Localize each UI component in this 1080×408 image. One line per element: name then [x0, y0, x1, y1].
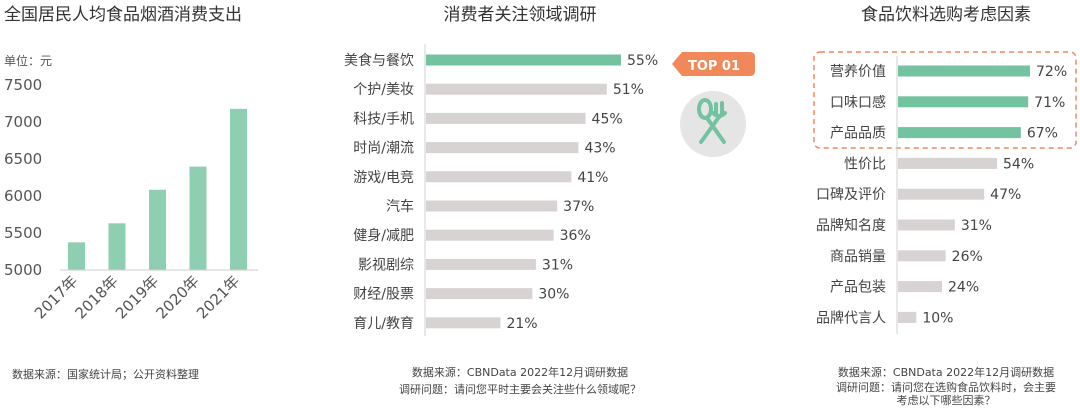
interest-value-label: 31% [542, 257, 573, 273]
expenditure-y-tick: 6000 [4, 187, 42, 205]
factor-category-label: 产品品质 [830, 126, 886, 142]
expenditure-unit-label: 单位：元 [4, 53, 52, 68]
interest-bar [426, 317, 501, 329]
factors-question-line2: 考虑以下哪些因素？ [897, 393, 996, 407]
factor-category-label: 产品包装 [830, 280, 886, 296]
interest-bar [426, 229, 554, 241]
factor-value-label: 67% [1027, 126, 1058, 142]
factor-value-label: 31% [961, 218, 992, 234]
factor-bar [898, 96, 1029, 108]
expenditure-x-tick: 2020年 [152, 272, 202, 322]
interest-source-note: 数据来源：CBNData 2022年12月调研数据 [412, 365, 628, 379]
top-badge-label: TOP 01 [688, 59, 740, 74]
factors-source-note: 数据来源：CBNData 2022年12月调研数据 [838, 365, 1054, 379]
factor-bar [898, 281, 942, 293]
expenditure-x-tick: 2017年 [31, 272, 81, 322]
expenditure-x-tick: 2021年 [193, 272, 243, 322]
expenditure-bar [68, 242, 85, 270]
interest-category-label: 财经/股票 [353, 287, 414, 303]
factor-bar [898, 65, 1030, 77]
factor-category-label: 营养价值 [830, 64, 886, 80]
expenditure-bar [149, 189, 166, 270]
interest-bar [426, 200, 558, 212]
interest-value-label: 45% [592, 111, 623, 127]
factors-question-line1: 调研问题：请问您在选购食品饮料时，会主要 [836, 380, 1056, 394]
expenditure-chart: 全国居民人均食品烟酒消费支出 单位：元 5000 5500 6000 6500 7000… [4, 5, 258, 381]
interest-category-label: 游戏/电竞 [353, 169, 414, 186]
interest-category-label: 健身/减肥 [353, 228, 414, 244]
interest-bar [426, 258, 536, 270]
interest-category-label: 科技/手机 [353, 111, 414, 127]
expenditure-y-tick: 5000 [4, 261, 42, 279]
top-badge: TOP 01 [672, 52, 755, 76]
expenditure-bar [108, 223, 126, 270]
interest-value-label: 37% [563, 199, 594, 215]
expenditure-y-tick: 6500 [4, 150, 42, 168]
interest-value-label: 30% [538, 287, 569, 303]
expenditure-y-tick: 5500 [4, 224, 42, 242]
factor-category-label: 品牌知名度 [816, 217, 886, 234]
factor-category-label: 品牌代言人 [816, 309, 886, 326]
factor-category-label: 性价比 [844, 156, 886, 172]
factor-bar [898, 219, 955, 231]
interest-bar [426, 171, 572, 183]
interest-value-label: 21% [506, 316, 537, 332]
expenditure-y-tick: 7000 [4, 113, 42, 131]
interest-bar [426, 112, 586, 124]
expenditure-chart-title: 全国居民人均食品烟酒消费支出 [4, 5, 242, 25]
factors-chart-title: 食品饮料选购考虑因素 [861, 5, 1031, 25]
interest-category-label: 影视剧综 [358, 257, 414, 273]
interest-bar [426, 54, 621, 66]
factors-chart: 食品饮料选购考虑因素 营养价值 72% 口味口感 71% 产品品质 67% 性价比 54% 口碑… [813, 5, 1077, 407]
expenditure-bar [189, 166, 207, 270]
interest-value-label: 43% [584, 141, 615, 157]
interest-question-note: 调研问题：请问您平时主要会关注些什么领域呢？ [399, 382, 641, 396]
interest-category-label: 个护/美妆 [353, 82, 414, 98]
interest-category-label: 育儿/教育 [353, 316, 414, 332]
interest-chart-title: 消费者关注领域调研 [444, 5, 597, 25]
factor-value-label: 72% [1036, 64, 1067, 80]
interest-bar [426, 142, 579, 154]
factor-value-label: 54% [1003, 156, 1034, 172]
factor-value-label: 26% [952, 249, 983, 265]
expenditure-y-tick: 7500 [4, 76, 42, 94]
factor-bar [898, 157, 997, 169]
factor-category-label: 商品销量 [830, 249, 886, 265]
expenditure-x-tick: 2018年 [71, 272, 121, 322]
factor-value-label: 47% [990, 187, 1021, 203]
interest-value-label: 55% [627, 53, 658, 69]
interest-bar [426, 288, 533, 300]
factor-category-label: 口味口感 [830, 94, 886, 111]
expenditure-source-note: 数据来源：国家统计局；公开资料整理 [12, 367, 199, 381]
interest-value-label: 51% [613, 82, 644, 98]
expenditure-x-tick: 2019年 [112, 272, 162, 322]
factor-bar [898, 127, 1021, 139]
factor-value-label: 71% [1034, 95, 1065, 111]
factor-bar [898, 188, 985, 200]
interest-category-label: 汽车 [386, 198, 414, 215]
factor-bar [898, 311, 917, 323]
interest-bar [426, 83, 607, 95]
interest-value-label: 36% [560, 228, 591, 244]
interest-category-label: 美食与餐饮 [344, 52, 414, 69]
factor-value-label: 10% [922, 310, 953, 326]
interest-category-label: 时尚/潮流 [353, 141, 414, 157]
highlight-box [813, 51, 1077, 149]
factor-value-label: 24% [948, 280, 979, 296]
interest-chart: 消费者关注领域调研 美食与餐饮 55% 个护/美妆 51% 科技/手机 45% 时尚/潮流 4… [344, 5, 755, 396]
factor-bar [898, 250, 946, 262]
factor-category-label: 口碑及评价 [816, 187, 886, 203]
expenditure-bar [230, 108, 247, 270]
interest-value-label: 41% [577, 170, 608, 186]
fork-spoon-icon [680, 91, 746, 157]
